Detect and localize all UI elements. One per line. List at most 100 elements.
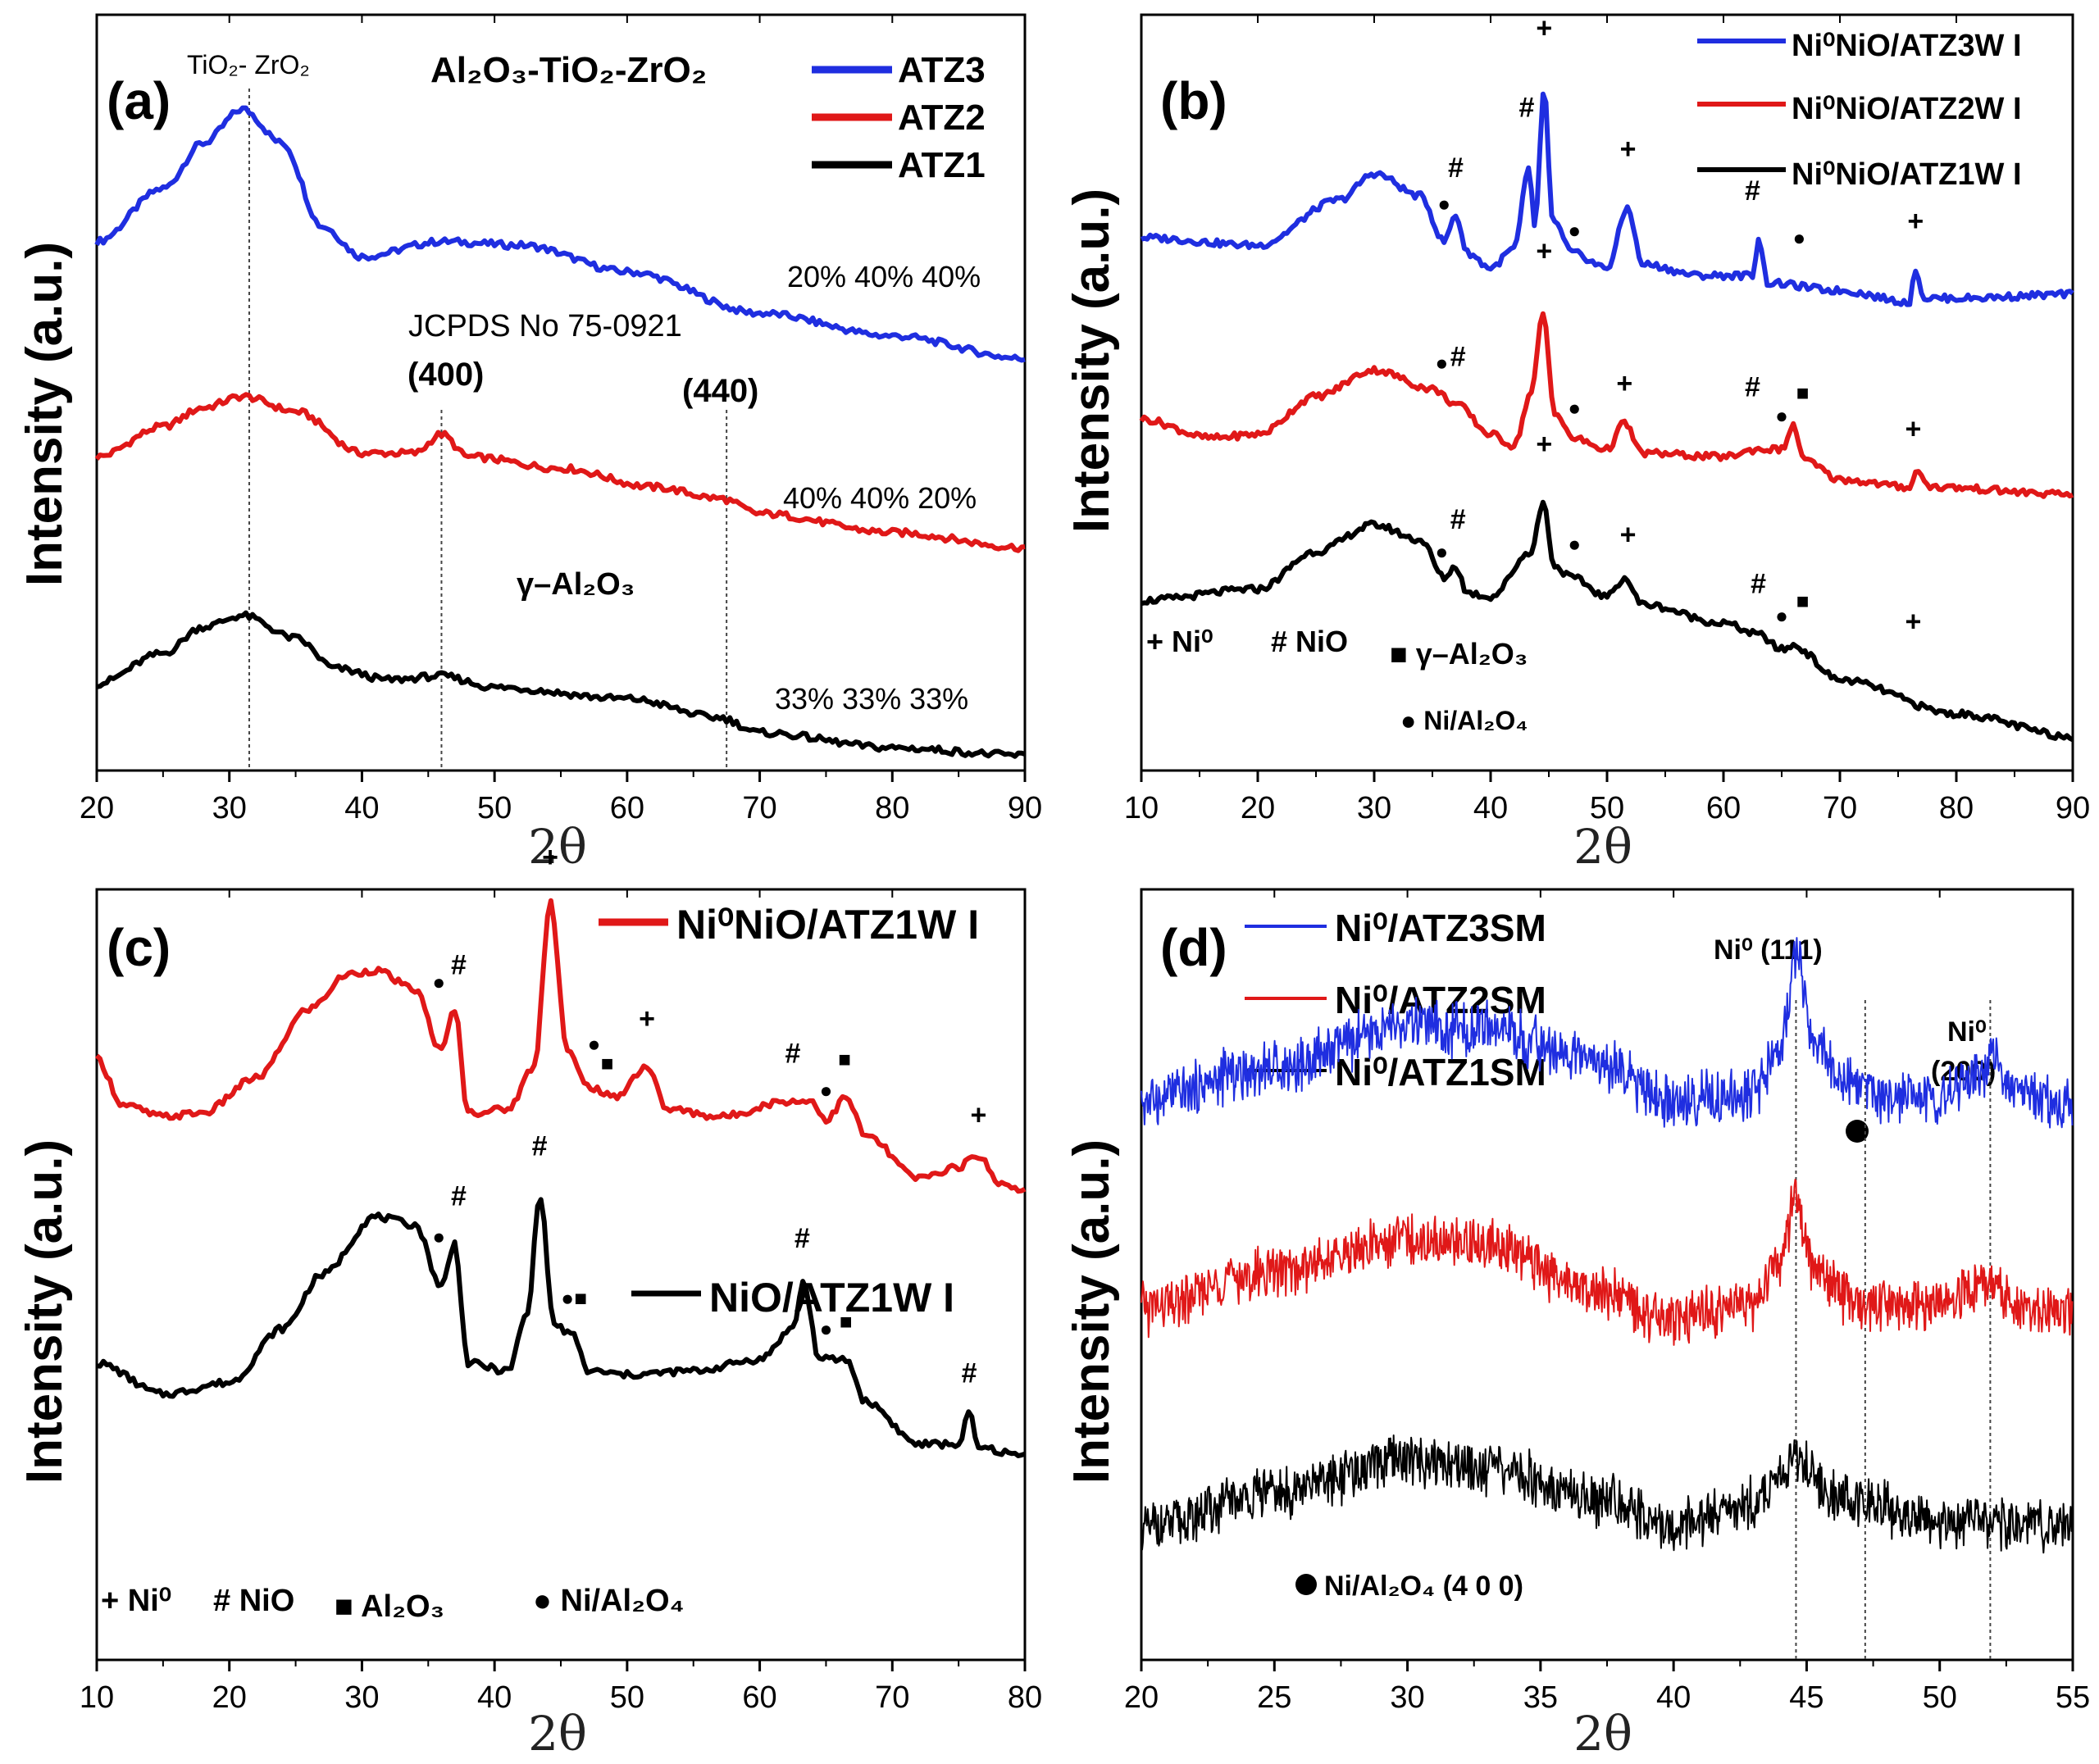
x-tick-label: 80 — [1939, 791, 1974, 825]
peak-marker: + — [1536, 236, 1552, 267]
ylabel-d: Intensity (a.u.) — [1063, 1139, 1120, 1484]
peak-marker: ■ — [574, 1286, 587, 1311]
xlabel-a: 2θ — [528, 819, 587, 875]
peak-marker: ■ — [840, 1309, 853, 1334]
x-tick-label: 20 — [1241, 791, 1275, 825]
ni200-label-a: Ni⁰ — [1947, 1016, 1987, 1048]
series-line-0 — [94, 898, 1027, 1194]
series-line-0 — [1141, 91, 2074, 307]
legend-d-spinel-dot — [1295, 1574, 1317, 1595]
peak-marker: + — [1905, 606, 1922, 637]
legend-c-nio-sym: # NiO — [213, 1584, 294, 1618]
legend-b-nio: # NiO — [1271, 625, 1348, 658]
series-line-1 — [1139, 311, 2074, 499]
legend-b-atz1: Ni⁰NiO/ATZ1W I — [1792, 157, 2022, 192]
peak-marker: # — [451, 1180, 467, 1212]
legend-b-spinel: ● Ni/Al₂O₄ — [1400, 706, 1528, 735]
legend-c-al2o3: ■ Al₂O₃ — [335, 1589, 444, 1624]
plot-frame — [95, 13, 1027, 772]
legend-b-atz2: Ni⁰NiO/ATZ2W I — [1792, 92, 2022, 126]
legend-d-spinel: Ni/Al₂O₄ (4 0 0) — [1324, 1571, 1523, 1602]
legend-a-atz1: ATZ1 — [898, 145, 986, 185]
x-tick-label: 30 — [1390, 1680, 1424, 1715]
x-tick-label: 60 — [742, 1680, 776, 1715]
spinel-marker-d — [1846, 1120, 1869, 1143]
x-tick-label: 25 — [1257, 1680, 1291, 1715]
peak-marker: + — [1536, 13, 1552, 44]
ni111-label: Ni⁰ (111) — [1714, 934, 1823, 966]
x-tick-label: 10 — [80, 1680, 114, 1715]
peak-marker: # — [1745, 175, 1760, 207]
x-tick-label: 40 — [1656, 1680, 1691, 1715]
peak-marker: ■ — [1796, 380, 1810, 405]
panel-d: Intensity (a.u.) 2θ (d) Ni⁰/ATZ3SM Ni⁰/A… — [1063, 888, 2090, 1762]
peak-marker: ● — [432, 1224, 445, 1248]
composition-atz1: 33% 33% 33% — [775, 682, 968, 716]
peak-marker: ● — [1568, 396, 1581, 421]
peak-marker: ■ — [601, 1051, 614, 1075]
phase-label-tio2-zro2: TiO₂- ZrO₂ — [187, 50, 310, 80]
xlabel-b: 2θ — [1573, 819, 1632, 875]
x-tick-label: 80 — [875, 791, 909, 825]
series-line-0 — [94, 105, 1026, 363]
x-tick-label: 70 — [875, 1680, 909, 1715]
x-tick-label: 50 — [610, 1680, 644, 1715]
panel-label-b: (b) — [1160, 71, 1227, 130]
panel-c: Intensity (a.u.) 2θ (c) Ni⁰NiO/ATZ1W I N… — [16, 842, 1042, 1762]
series-line-2 — [1141, 499, 2074, 743]
x-tick-label: 20 — [80, 791, 114, 825]
peak-marker: ■ — [838, 1047, 851, 1071]
peak-marker: # — [1519, 92, 1535, 123]
peak-marker: ● — [561, 1286, 574, 1311]
x-tick-label: 45 — [1789, 1680, 1824, 1715]
series-line-2 — [96, 610, 1026, 759]
jcpds-label: JCPDS No 75-0921 — [408, 309, 682, 343]
series-line-1 — [94, 392, 1026, 553]
legend-c-ni0nio: Ni⁰NiO/ATZ1W I — [676, 902, 979, 948]
peak-marker: ● — [1436, 350, 1449, 375]
legend-b-ni0: + Ni⁰ — [1146, 625, 1213, 658]
peak-marker: + — [639, 1003, 655, 1034]
ylabel-b: Intensity (a.u.) — [1063, 189, 1120, 533]
x-tick-label: 40 — [477, 1680, 512, 1715]
legend-b-gamma: ■ γ–Al₂O₃ — [1390, 637, 1528, 671]
peak-marker: + — [1620, 134, 1637, 165]
peak-marker: # — [1745, 372, 1760, 403]
peak-marker: ● — [1568, 218, 1581, 243]
panel-a: Intensity (a.u.) 2θ (a) TiO₂- ZrO₂ Al₂O₃… — [16, 13, 1042, 875]
peak-marker: # — [785, 1039, 801, 1070]
legend-d-atz2: Ni⁰/ATZ2SM — [1335, 979, 1546, 1021]
peak-marker: ● — [1568, 532, 1581, 557]
series-line-1 — [96, 1197, 1026, 1458]
legend-a-atz3: ATZ3 — [898, 50, 986, 90]
peak-marker: # — [532, 1130, 548, 1162]
peak-marker: ● — [1436, 539, 1449, 564]
panel-label-c: (c) — [107, 918, 171, 977]
peak-marker: + — [1536, 429, 1552, 460]
legend-c-spinel: ● Ni/Al₂O₄ — [533, 1584, 685, 1618]
x-tick-label: 40 — [344, 791, 379, 825]
x-tick-label: 30 — [212, 791, 247, 825]
x-tick-label: 20 — [1124, 1680, 1159, 1715]
peak-marker: + — [542, 842, 558, 873]
hkl-440-label: (440) — [682, 373, 758, 409]
x-tick-label: 50 — [1590, 791, 1624, 825]
peak-marker: ■ — [1796, 589, 1810, 613]
peak-marker: + — [1907, 206, 1924, 237]
peak-marker: ● — [1437, 192, 1450, 216]
peak-marker: # — [451, 949, 467, 980]
x-tick-label: 40 — [1473, 791, 1508, 825]
x-tick-label: 30 — [1357, 791, 1391, 825]
composition-atz3: 20% 40% 40% — [787, 260, 981, 293]
x-tick-label: 60 — [610, 791, 644, 825]
peak-marker: # — [962, 1358, 977, 1389]
system-label: Al₂O₃-TiO₂-ZrO₂ — [430, 50, 707, 90]
peak-marker: + — [1616, 368, 1632, 399]
x-tick-label: 30 — [344, 1680, 379, 1715]
ylabel-a: Intensity (a.u.) — [16, 242, 73, 586]
peak-marker: + — [1905, 413, 1922, 444]
legend-b-atz3: Ni⁰NiO/ATZ3W I — [1792, 29, 2022, 63]
peak-marker: # — [795, 1223, 810, 1254]
peak-marker: # — [1448, 152, 1464, 184]
